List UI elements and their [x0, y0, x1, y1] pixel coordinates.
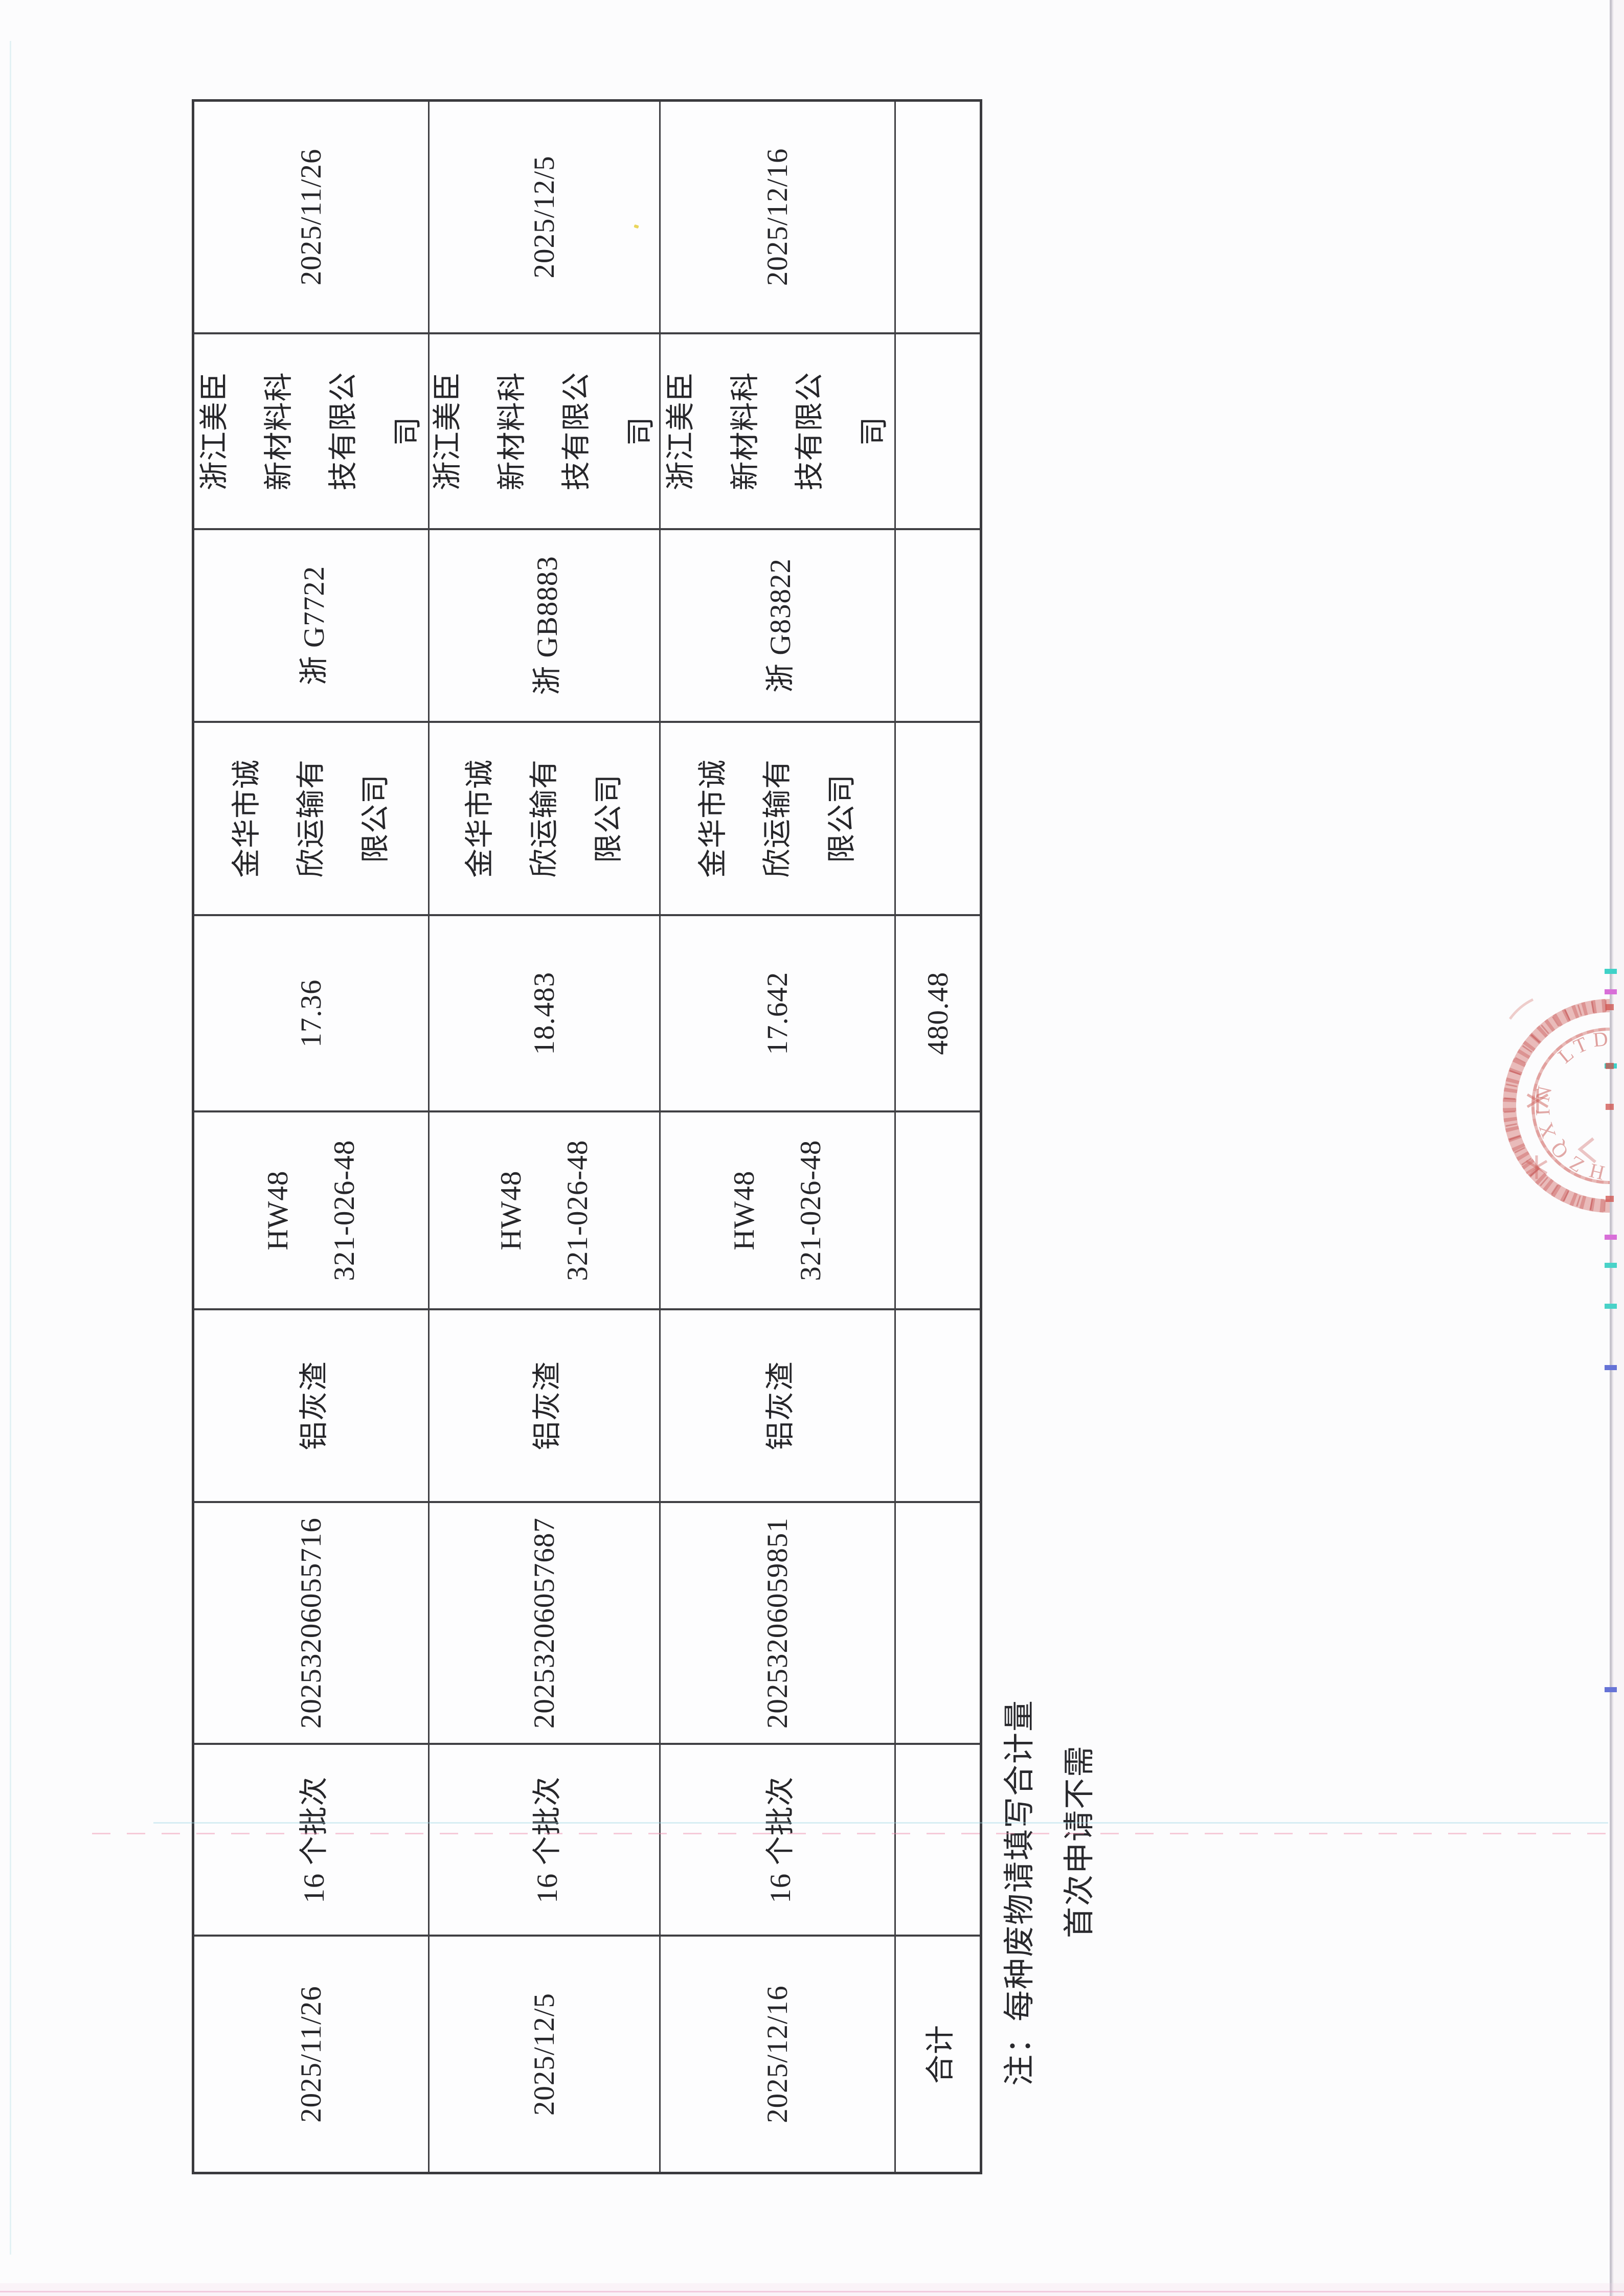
cell-quantity: 17.36	[194, 914, 430, 1111]
cell-empty	[896, 721, 980, 915]
seal-edge-mark	[1606, 1196, 1614, 1202]
cell-transfer-date: 2025/12/16	[661, 1935, 896, 2172]
svg-text:HZQXIN: HZQXIN	[1530, 1078, 1607, 1185]
scan-edge-tick	[1605, 1687, 1617, 1692]
cell-batch-count: 16 个批次	[661, 1743, 896, 1935]
cell-manifest-no: 20253206055716	[194, 1501, 430, 1743]
scan-edge-tick	[1605, 1304, 1617, 1309]
cell-quantity: 17.642	[661, 914, 896, 1111]
cell-waste-name: 铝灰渣	[430, 1308, 661, 1502]
cell-empty	[896, 332, 980, 528]
red-seal-stamp: HZQXIN LTD.	[1477, 998, 1624, 1239]
cell-vehicle-plate: 浙 GB8883	[430, 528, 661, 721]
cell-empty	[896, 1501, 980, 1743]
cell-receive-date: 2025/12/16	[661, 102, 896, 332]
seal-star-icon	[1525, 1155, 1548, 1179]
cell-batch-count: 16 个批次	[194, 1743, 430, 1935]
cell-waste-name: 铝灰渣	[661, 1308, 896, 1502]
cell-waste-name: 铝灰渣	[194, 1308, 430, 1502]
transporter-text: 金华市诚欣运输有限公司	[696, 759, 858, 878]
receiver-text: 浙江美臣新材料科技有限公司	[431, 372, 657, 491]
cell-transfer-date: 2025/12/5	[430, 1935, 661, 2172]
cell-transporter: 金华市诚欣运输有限公司	[194, 721, 430, 915]
cell-manifest-no: 20253206057687	[430, 1501, 661, 1743]
footnote-line-2: 首次申请不需	[1063, 1744, 1097, 1938]
cell-vehicle-plate: 浙 G7722	[194, 528, 430, 721]
cell-total-label: 合计	[896, 1935, 980, 2172]
cell-receiver: 浙江美臣新材料科技有限公司	[430, 332, 661, 528]
cell-empty	[896, 528, 980, 721]
cell-empty	[896, 1308, 980, 1502]
scan-edge-tick	[1605, 969, 1617, 974]
cell-receiver: 浙江美臣新材料科技有限公司	[194, 332, 430, 528]
cell-batch-count: 16 个批次	[430, 1743, 661, 1935]
seal-edge-mark	[1606, 1104, 1614, 1110]
seal-edge-mark	[1606, 1063, 1614, 1069]
cell-receiver: 浙江美臣新材料科技有限公司	[661, 332, 896, 528]
seal-star-icon	[1526, 1089, 1549, 1112]
cell-transfer-date: 2025/11/26	[194, 1935, 430, 2172]
transporter-text: 金华市诚欣运输有限公司	[230, 759, 392, 878]
cell-waste-code: HW48 321-026-48	[194, 1110, 430, 1309]
waste-transfer-table: 2025/11/26 16 个批次 20253206055716 铝灰渣 HW4…	[192, 99, 982, 2174]
footnote-line-1: 注：每种废物请填写合计量	[1003, 1699, 1037, 2086]
cell-empty	[896, 1743, 980, 1935]
cell-waste-code: HW48 321-026-48	[430, 1110, 661, 1309]
cell-transporter: 金华市诚欣运输有限公司	[661, 721, 896, 915]
cell-transporter: 金华市诚欣运输有限公司	[430, 721, 661, 915]
seal-edge-mark	[1606, 1004, 1614, 1010]
cell-quantity: 18.483	[430, 914, 661, 1111]
cell-vehicle-plate: 浙 G83822	[661, 528, 896, 721]
scan-edge-tick	[1605, 1365, 1617, 1370]
transporter-text: 金华市诚欣运输有限公司	[463, 759, 625, 878]
cell-empty	[896, 102, 980, 332]
scan-edge-tick	[1605, 989, 1617, 994]
cell-total-quantity: 480.48	[896, 914, 980, 1111]
cell-manifest-no: 20253206059851	[661, 1501, 896, 1743]
cell-receive-date: 2025/11/26	[194, 102, 430, 332]
scan-edge-tick	[1605, 1235, 1617, 1240]
receiver-text: 浙江美臣新材料科技有限公司	[664, 372, 890, 491]
receiver-text: 浙江美臣新材料科技有限公司	[198, 372, 424, 491]
cell-receive-date: 2025/12/5	[430, 102, 661, 332]
cell-empty	[896, 1110, 980, 1309]
seal-arc-text-left: HZQXIN	[1530, 1078, 1607, 1185]
scan-edge-tick	[1605, 1263, 1617, 1268]
cell-waste-code: HW48 321-026-48	[661, 1110, 896, 1309]
